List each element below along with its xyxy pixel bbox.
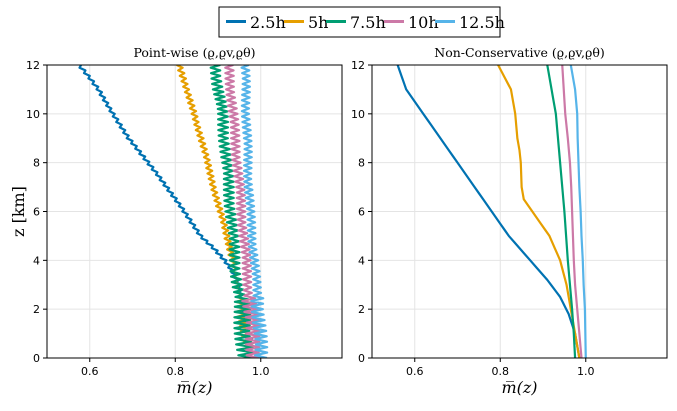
legend: 2.5h 5h 7.5h 10h 12.5h: [218, 6, 505, 38]
x-tick-label: 1.0: [577, 365, 595, 378]
x-tick-label: 1.0: [252, 365, 270, 378]
y-tick-label: 4: [33, 254, 40, 267]
legend-label: 5h: [308, 13, 328, 32]
panel-title: Non-Conservative (ϱ,ϱv,ϱθ): [434, 45, 604, 60]
x-axis-label: m̅(z): [501, 378, 537, 397]
panel-point-wise: 0.6 0.8 1.0 0 2 4 6 8 10 12 Point-wise (ϱ,ϱv,ϱθ) m̅…: [9, 45, 343, 397]
series-line-7-5h: [209, 65, 255, 358]
y-tick-label: 12: [26, 59, 40, 72]
legend-entry-2-5h: 2.5h: [226, 13, 286, 32]
legend-entry-7-5h: 7.5h: [326, 13, 386, 32]
y-tick-label: 4: [358, 254, 365, 267]
series-line-2-5h: [396, 65, 581, 358]
series-group: [396, 65, 587, 358]
series-line-10h: [561, 65, 583, 358]
panel-non-conservative: 0.6 0.8 1.0 0 2 4 6 8 10 12 Non-Conservative (ϱ,ϱv…: [351, 45, 668, 397]
y-tick-label: 6: [33, 206, 40, 219]
series-line-12-5h: [569, 65, 587, 358]
legend-label: 2.5h: [250, 13, 286, 32]
x-tick-label: 0.6: [81, 365, 99, 378]
legend-entry-5h: 5h: [284, 13, 328, 32]
y-tick-label: 0: [33, 352, 40, 365]
series-line-10h: [224, 65, 261, 358]
legend-entry-10h: 10h: [384, 13, 439, 32]
x-tick-label: 0.8: [492, 365, 510, 378]
legend-label: 7.5h: [350, 13, 386, 32]
grid: [372, 64, 667, 359]
y-tick-label: 12: [351, 59, 365, 72]
y-tick-label: 8: [358, 157, 365, 170]
y-axis-label: z [km]: [9, 186, 28, 237]
x-tick-label: 0.8: [167, 365, 185, 378]
y-tick-label: 6: [358, 206, 365, 219]
panel-title: Point-wise (ϱ,ϱv,ϱθ): [133, 45, 255, 60]
y-tick-label: 2: [358, 303, 365, 316]
series-line-7-5h: [546, 65, 577, 358]
series-line-12-5h: [240, 65, 269, 358]
x-axis-label: m̅(z): [176, 378, 212, 397]
legend-entry-12-5h: 12.5h: [435, 13, 505, 32]
legend-label: 12.5h: [459, 13, 505, 32]
legend-label: 10h: [408, 13, 439, 32]
x-tick-label: 0.6: [406, 365, 424, 378]
series-group: [78, 65, 269, 358]
y-tick-label: 10: [351, 108, 365, 121]
series-line-5h: [497, 65, 581, 358]
y-tick-label: 0: [358, 352, 365, 365]
y-tick-label: 2: [33, 303, 40, 316]
y-tick-label: 8: [33, 157, 40, 170]
y-tick-label: 10: [26, 108, 40, 121]
grid: [47, 64, 342, 359]
